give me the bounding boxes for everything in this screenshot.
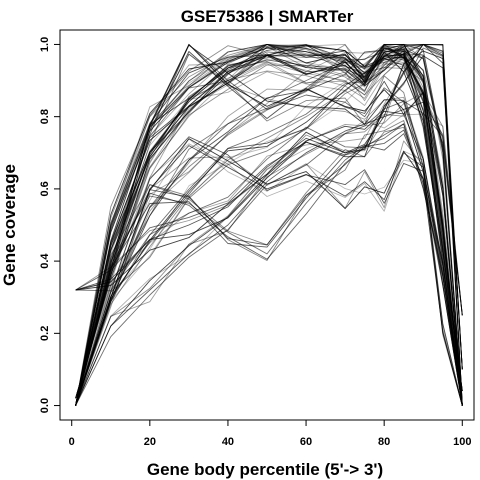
coverage-curve	[75, 43, 463, 406]
x-tick-label: 0	[69, 436, 75, 448]
coverage-curve	[75, 58, 463, 399]
coverage-curve	[75, 47, 463, 406]
coverage-curve	[75, 43, 463, 406]
coverage-curve	[75, 123, 463, 406]
coverage-curve	[75, 63, 463, 399]
coverage-curve	[75, 57, 463, 406]
coverage-curve	[75, 43, 463, 406]
y-axis: 0.0 0.2 0.4 0.6 0.8 1.0	[39, 37, 60, 413]
coverage-curve	[75, 43, 463, 406]
coverage-curve	[75, 43, 463, 370]
y-tick-label: 0.8	[39, 109, 51, 124]
y-tick-label: 0.0	[39, 398, 51, 413]
coverage-curve	[75, 43, 463, 406]
coverage-curve	[75, 48, 463, 406]
coverage-curve	[75, 43, 463, 406]
coverage-curve	[75, 52, 463, 399]
curve-group	[75, 43, 463, 406]
coverage-curve	[75, 43, 463, 406]
y-tick-label: 0.2	[39, 326, 51, 341]
coverage-curve	[75, 138, 463, 406]
coverage-curve	[75, 92, 463, 406]
y-tick-label: 0.4	[39, 253, 51, 269]
y-tick-label: 1.0	[39, 37, 51, 52]
x-tick-label: 60	[300, 436, 312, 448]
coverage-curve	[75, 43, 463, 406]
coverage-curve	[75, 92, 463, 406]
coverage-curve	[75, 53, 463, 406]
x-tick-label: 100	[453, 436, 471, 448]
coverage-curve	[75, 43, 463, 406]
chart-title: GSE75386 | SMARTer	[181, 7, 354, 26]
coverage-curve	[75, 57, 463, 399]
coverage-curve	[75, 43, 463, 406]
x-tick-label: 20	[144, 436, 156, 448]
x-axis: 0 20 40 60 80 100	[69, 420, 471, 448]
y-tick-label: 0.6	[39, 181, 51, 196]
coverage-curve	[75, 52, 463, 406]
x-tick-label: 80	[378, 436, 390, 448]
coverage-curve	[75, 44, 463, 406]
coverage-curve	[75, 129, 463, 406]
coverage-curve	[75, 49, 463, 399]
coverage-curve	[75, 51, 463, 406]
y-axis-label: Gene coverage	[0, 164, 19, 286]
coverage-curve	[75, 100, 463, 406]
x-axis-label: Gene body percentile (5'-> 3')	[147, 460, 383, 479]
coverage-curve	[75, 113, 463, 406]
coverage-curve	[75, 120, 463, 406]
x-tick-label: 40	[222, 436, 234, 448]
coverage-curve	[75, 50, 463, 406]
coverage-curve	[75, 50, 463, 406]
coverage-curve	[75, 55, 463, 406]
coverage-curve	[75, 43, 463, 406]
plot-frame	[59, 29, 475, 421]
coverage-curve	[75, 138, 463, 406]
coverage-curve	[75, 43, 463, 406]
coverage-curve	[75, 44, 463, 406]
coverage-curve	[75, 45, 463, 406]
coverage-curve	[75, 43, 463, 406]
coverage-curve	[75, 62, 463, 399]
coverage-curve	[75, 43, 463, 406]
coverage-curve	[75, 101, 463, 406]
coverage-curve	[75, 46, 463, 406]
coverage-curve	[75, 126, 463, 406]
coverage-curve	[75, 47, 463, 370]
